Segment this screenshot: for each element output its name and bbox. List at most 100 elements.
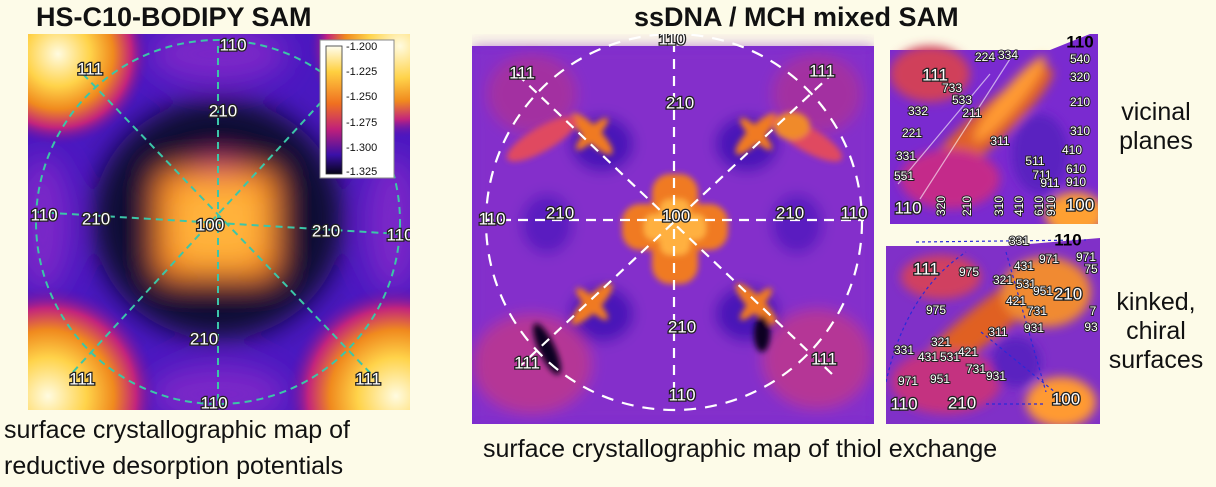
middle-map: 110 111 111 210 110 210 100 210 110 210 … <box>472 34 874 424</box>
kinked-s-431a: 431 <box>1014 259 1034 273</box>
middle-label-bl-111: 111 <box>514 353 540 372</box>
vicinal-s-320b: 320 <box>934 196 948 216</box>
kinked-s-311: 311 <box>988 325 1007 339</box>
vicinal-caption-line2: planes <box>1119 127 1193 155</box>
vicinal-s-334: 334 <box>998 48 1018 62</box>
vicinal-label-111: 111 <box>922 65 948 84</box>
left-caption-line1: surface crystallographic map of <box>4 416 350 444</box>
vicinal-s-551: 551 <box>894 169 914 183</box>
kinked-s-531a: 531 <box>1016 277 1036 291</box>
vicinal-caption-line1: vicinal <box>1121 98 1191 126</box>
vicinal-s-311: 311 <box>990 134 1009 148</box>
vicinal-s-540: 540 <box>1070 52 1090 66</box>
kinked-s-731a: 731 <box>1027 304 1047 318</box>
vicinal-s-210a: 210 <box>1070 95 1090 109</box>
kinked-s-331a: 331 <box>1009 234 1029 248</box>
vicinal-s-210b: 210 <box>960 196 974 216</box>
vicinal-s-320a: 320 <box>1070 70 1090 84</box>
vicinal-s-533: 533 <box>952 93 972 107</box>
middle-label-left-110: 110 <box>478 209 505 228</box>
colorbar-tick-4: -1.275 <box>346 117 377 129</box>
middle-caption: surface crystallographic map of thiol ex… <box>483 435 998 463</box>
kinked-s-975b: 975 <box>926 303 946 317</box>
left-label-r210: 210 <box>312 221 340 240</box>
kinked-s-321a: 321 <box>993 273 1013 287</box>
vicinal-s-910a: 910 <box>1066 175 1086 189</box>
kinked-label-b210: 210 <box>948 393 976 412</box>
vicinal-s-610b: 610 <box>1032 196 1046 216</box>
middle-label-r210: 210 <box>776 203 804 222</box>
kinked-label-111: 111 <box>913 259 939 278</box>
vicinal-map: 110 111 110 100 332 221 331 551 733 533 … <box>890 34 1098 224</box>
left-title: HS-C10-BODIPY SAM <box>36 2 312 32</box>
vicinal-s-911: 911 <box>1040 176 1059 190</box>
left-caption-line2: reductive desorption potentials <box>4 452 344 480</box>
kinked-s-331b: 331 <box>894 343 914 357</box>
kinked-s-421a: 421 <box>1006 294 1026 308</box>
vicinal-s-211: 211 <box>962 106 981 120</box>
kinked-s-321b: 321 <box>931 335 951 349</box>
left-label-br-111: 111 <box>355 369 381 388</box>
vicinal-s-410a: 410 <box>1062 143 1082 157</box>
colorbar-tick-1: -1.200 <box>346 41 377 53</box>
vicinal-s-331: 331 <box>896 149 916 163</box>
kinked-s-951a: 951 <box>1033 284 1053 298</box>
kinked-caption: kinked, chiral surfaces <box>1100 288 1212 375</box>
vicinal-s-610a: 610 <box>1066 162 1086 176</box>
middle-label-tl-111: 111 <box>509 63 535 82</box>
vicinal-label-b100: 100 <box>1066 195 1094 214</box>
middle-label-center-100: 100 <box>662 206 690 225</box>
middle-label-br-111: 111 <box>811 349 837 368</box>
left-label-bl-111: 111 <box>69 369 95 388</box>
kinked-s-731b: 731 <box>966 362 986 376</box>
left-label-t210: 210 <box>209 101 237 120</box>
left-label-bottom-110: 110 <box>200 393 227 410</box>
kinked-s-951b: 951 <box>930 372 950 386</box>
kinked-map: 110 111 210 110 210 100 331 971 975 431 … <box>886 232 1100 424</box>
kinked-caption-line2: chiral <box>1126 317 1186 345</box>
kinked-caption-line3: surfaces <box>1108 346 1204 374</box>
kinked-s-971c: 971 <box>1076 250 1096 264</box>
kinked-s-931b: 931 <box>986 369 1006 383</box>
middle-label-top-110: 110 <box>658 34 685 48</box>
middle-label-tr-111: 111 <box>809 61 835 80</box>
left-label-top-110: 110 <box>219 35 246 54</box>
colorbar-tick-6: -1.325 <box>346 166 377 178</box>
left-label-tl-111: 111 <box>77 59 103 78</box>
colorbar-tick-5: -1.300 <box>346 142 377 154</box>
vicinal-s-511: 511 <box>1025 154 1044 168</box>
kinked-s-431b: 431 <box>918 350 938 364</box>
kinked-s-971b: 971 <box>898 374 918 388</box>
vicinal-s-711: 711 <box>1032 168 1051 182</box>
vicinal-s-224: 224 <box>975 50 995 64</box>
middle-label-b210: 210 <box>668 317 696 336</box>
vicinal-s-410b: 410 <box>1012 196 1026 216</box>
left-label-l210: 210 <box>82 209 110 228</box>
kinked-label-b100: 100 <box>1052 389 1080 408</box>
vicinal-s-310b: 310 <box>992 196 1006 216</box>
kinked-s-531b: 531 <box>940 350 960 364</box>
kinked-caption-line1: kinked, <box>1116 288 1196 316</box>
kinked-label-210a: 210 <box>1054 284 1082 303</box>
kinked-s-421b: 421 <box>958 345 978 359</box>
vicinal-label-corner-110: 110 <box>1066 34 1093 51</box>
kinked-s-7: 7 <box>1090 304 1097 318</box>
middle-label-bottom-110: 110 <box>668 385 695 404</box>
left-label-right-110: 110 <box>386 225 410 244</box>
vicinal-s-733: 733 <box>942 81 962 95</box>
vicinal-label-b110: 110 <box>894 198 921 217</box>
middle-label-right-110: 110 <box>840 203 867 222</box>
kinked-s-93: 93 <box>1084 320 1098 334</box>
left-label-center-100: 100 <box>196 215 224 234</box>
vicinal-s-332: 332 <box>908 104 928 118</box>
kinked-s-971a: 971 <box>1039 252 1059 266</box>
kinked-s-75: 75 <box>1084 262 1098 276</box>
vicinal-s-221: 221 <box>902 126 922 140</box>
vicinal-caption: vicinal planes <box>1100 98 1212 156</box>
colorbar-tick-3: -1.250 <box>346 91 377 103</box>
vicinal-s-310a: 310 <box>1070 124 1090 138</box>
kinked-s-975a: 975 <box>959 265 979 279</box>
kinked-s-931a: 931 <box>1024 321 1044 335</box>
left-map: -1.200 -1.225 -1.250 -1.275 -1.300 -1.32… <box>28 34 410 410</box>
colorbar-tick-2: -1.225 <box>346 66 377 78</box>
